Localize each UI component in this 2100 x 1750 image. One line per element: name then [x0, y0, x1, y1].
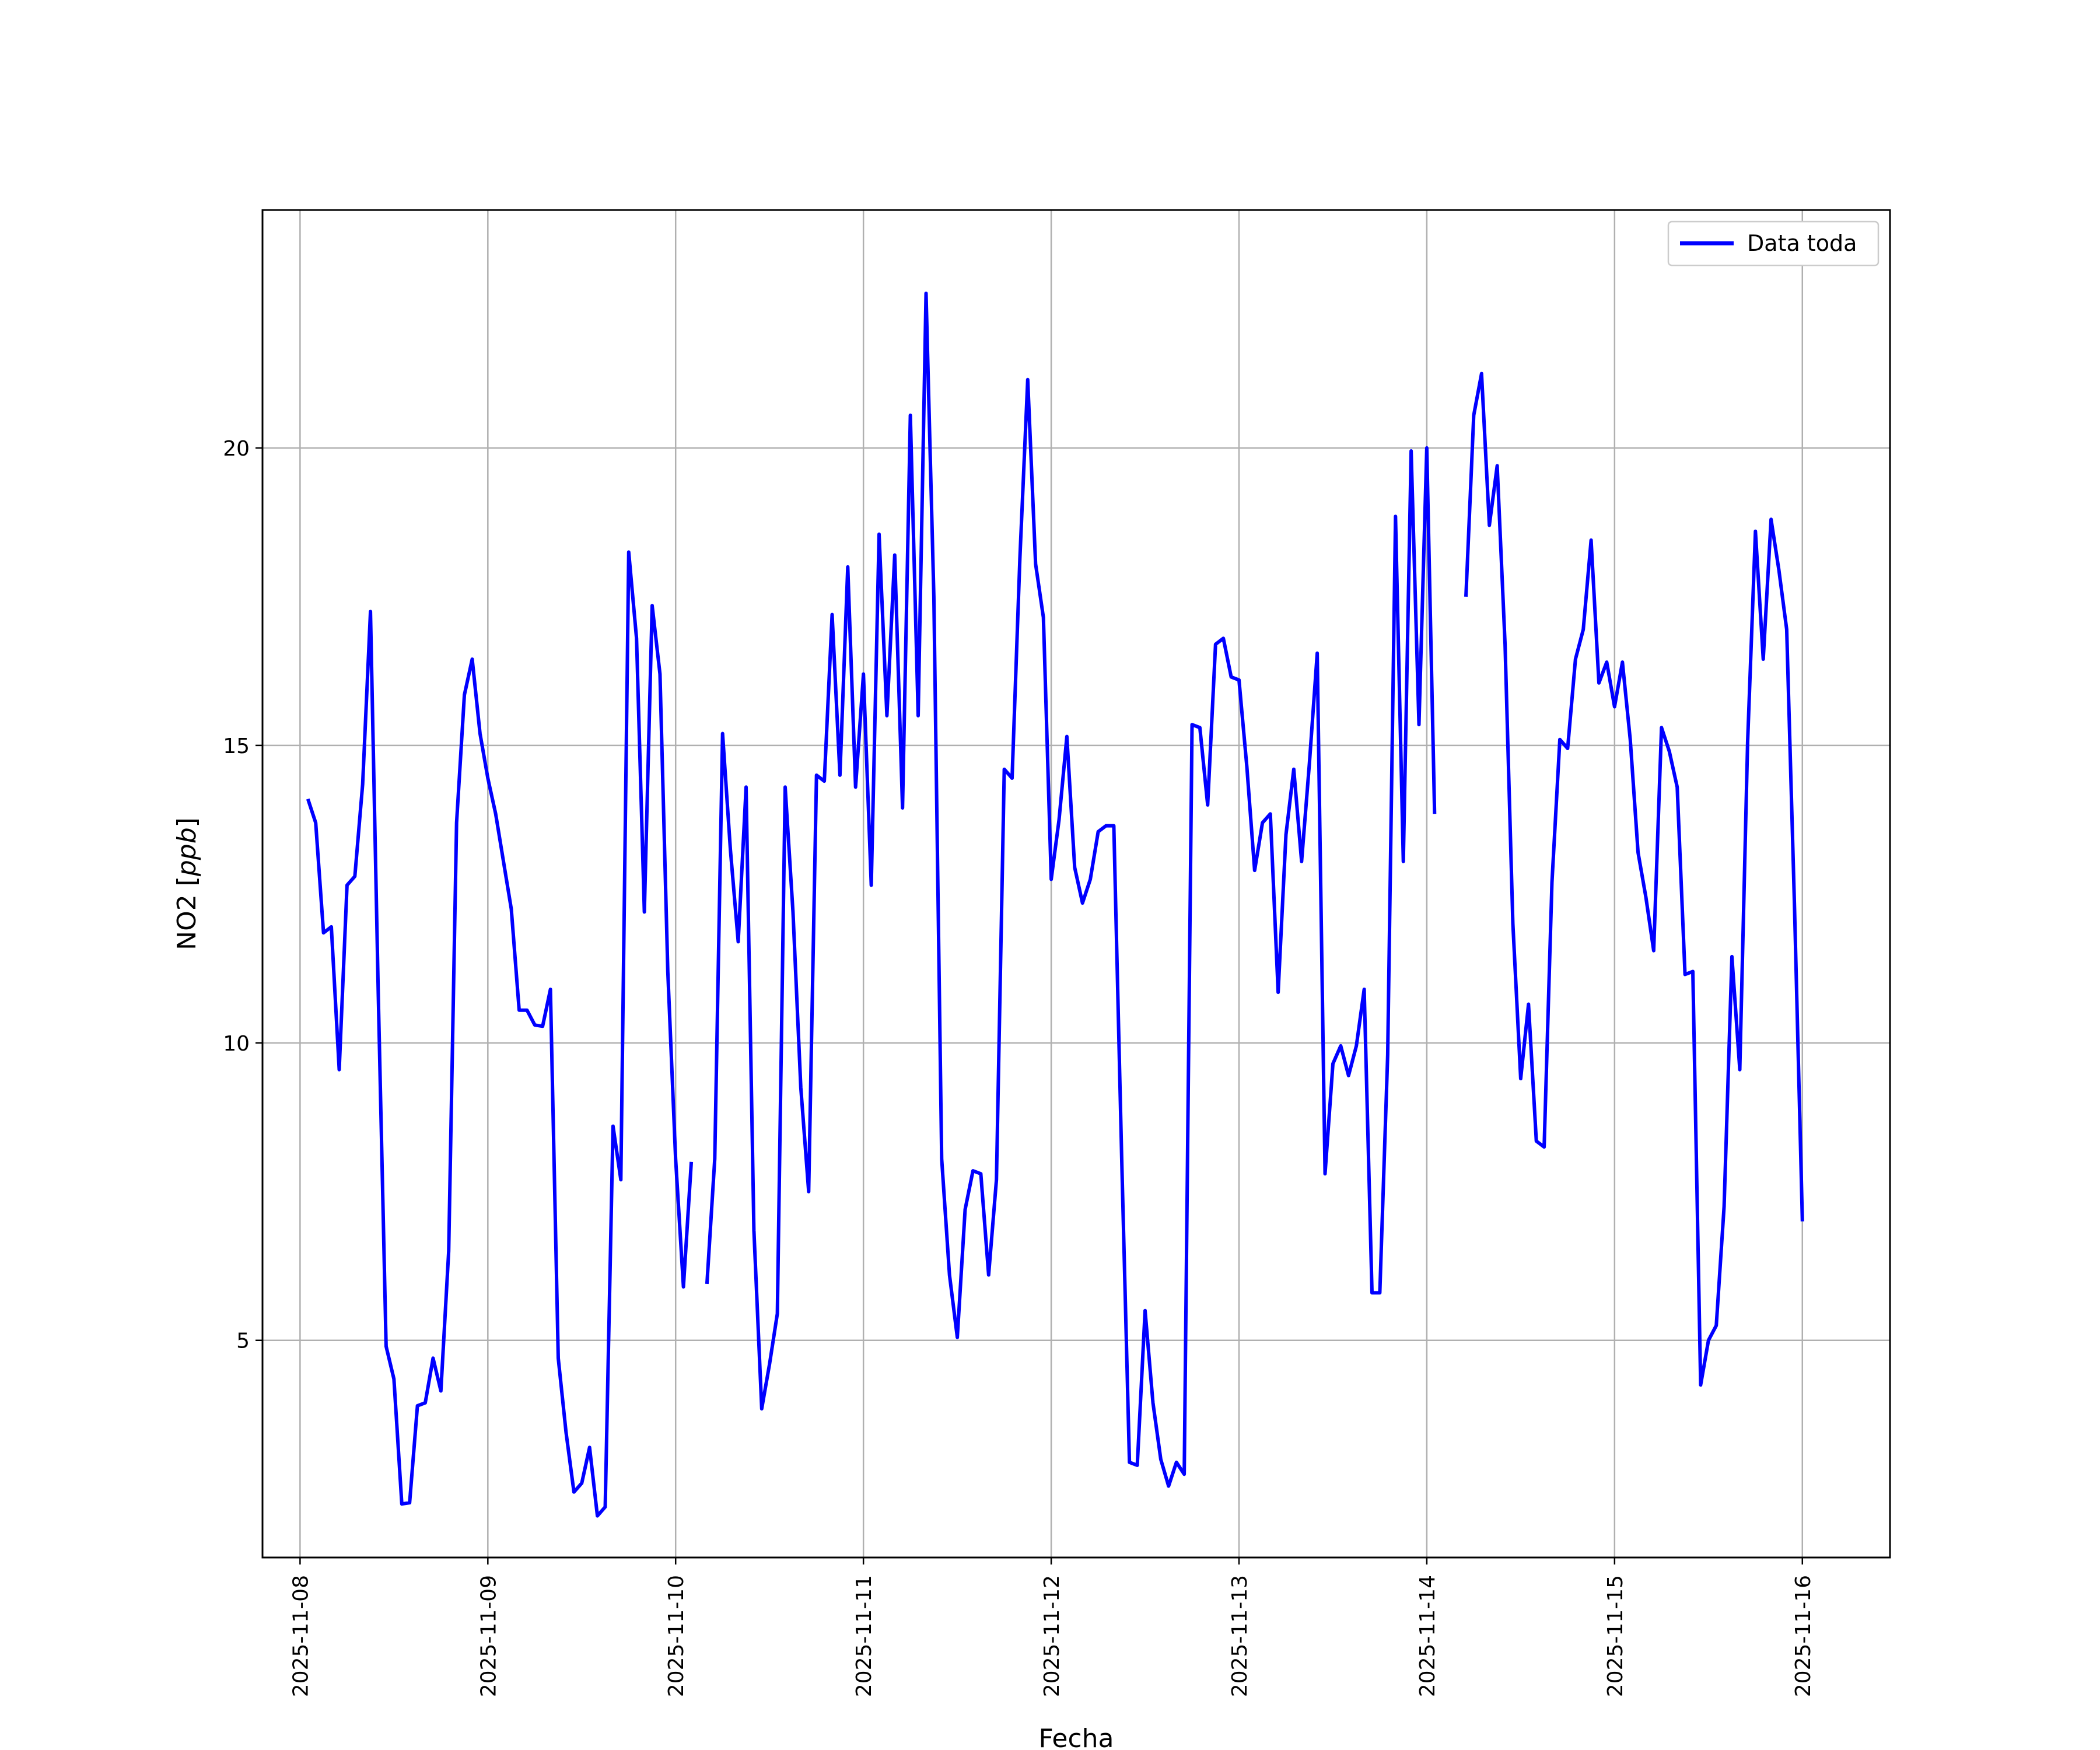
series-lines	[306, 291, 1804, 1518]
y-tick-label: 20	[223, 437, 250, 461]
y-axis-title-main: NO2 [	[172, 876, 202, 950]
x-axis-title: Fecha	[1038, 1724, 1114, 1750]
y-tick-label: 5	[236, 1329, 250, 1353]
series-line-segment	[1464, 372, 1804, 1387]
y-axis-ticks: 5 10 15 20	[223, 437, 262, 1353]
x-tick-label: 2025-11-16	[1791, 1575, 1815, 1697]
legend: Data toda	[1667, 220, 1880, 267]
plot-frame	[261, 209, 1891, 1559]
x-axis-ticks: 2025-11-08 2025-11-09 2025-11-10 2025-11-11…	[289, 1558, 1815, 1697]
y-tick-label: 10	[223, 1032, 250, 1056]
grid-lines	[262, 210, 1890, 1558]
x-tick-label: 2025-11-08	[289, 1575, 313, 1697]
x-tick-label: 2025-11-14	[1416, 1575, 1440, 1697]
x-tick-label: 2025-11-12	[1040, 1575, 1064, 1697]
y-tick-label: 15	[223, 734, 250, 758]
y-axis-title: NO2 [ppb]	[172, 817, 202, 950]
x-tick-label: 2025-11-09	[477, 1575, 501, 1697]
x-tick-label: 2025-11-10	[664, 1575, 688, 1697]
legend-box	[1667, 220, 1880, 267]
x-tick-label: 2025-11-11	[852, 1575, 876, 1697]
x-tick-label: 2025-11-13	[1228, 1575, 1252, 1697]
series-line-segment	[306, 550, 694, 1518]
legend-label: Data toda	[1747, 230, 1857, 256]
y-axis-title-close: ]	[172, 817, 202, 827]
series-line-segment	[705, 291, 1437, 1488]
x-tick-label: 2025-11-15	[1604, 1575, 1628, 1697]
y-axis-title-unit: ppb	[172, 827, 202, 877]
